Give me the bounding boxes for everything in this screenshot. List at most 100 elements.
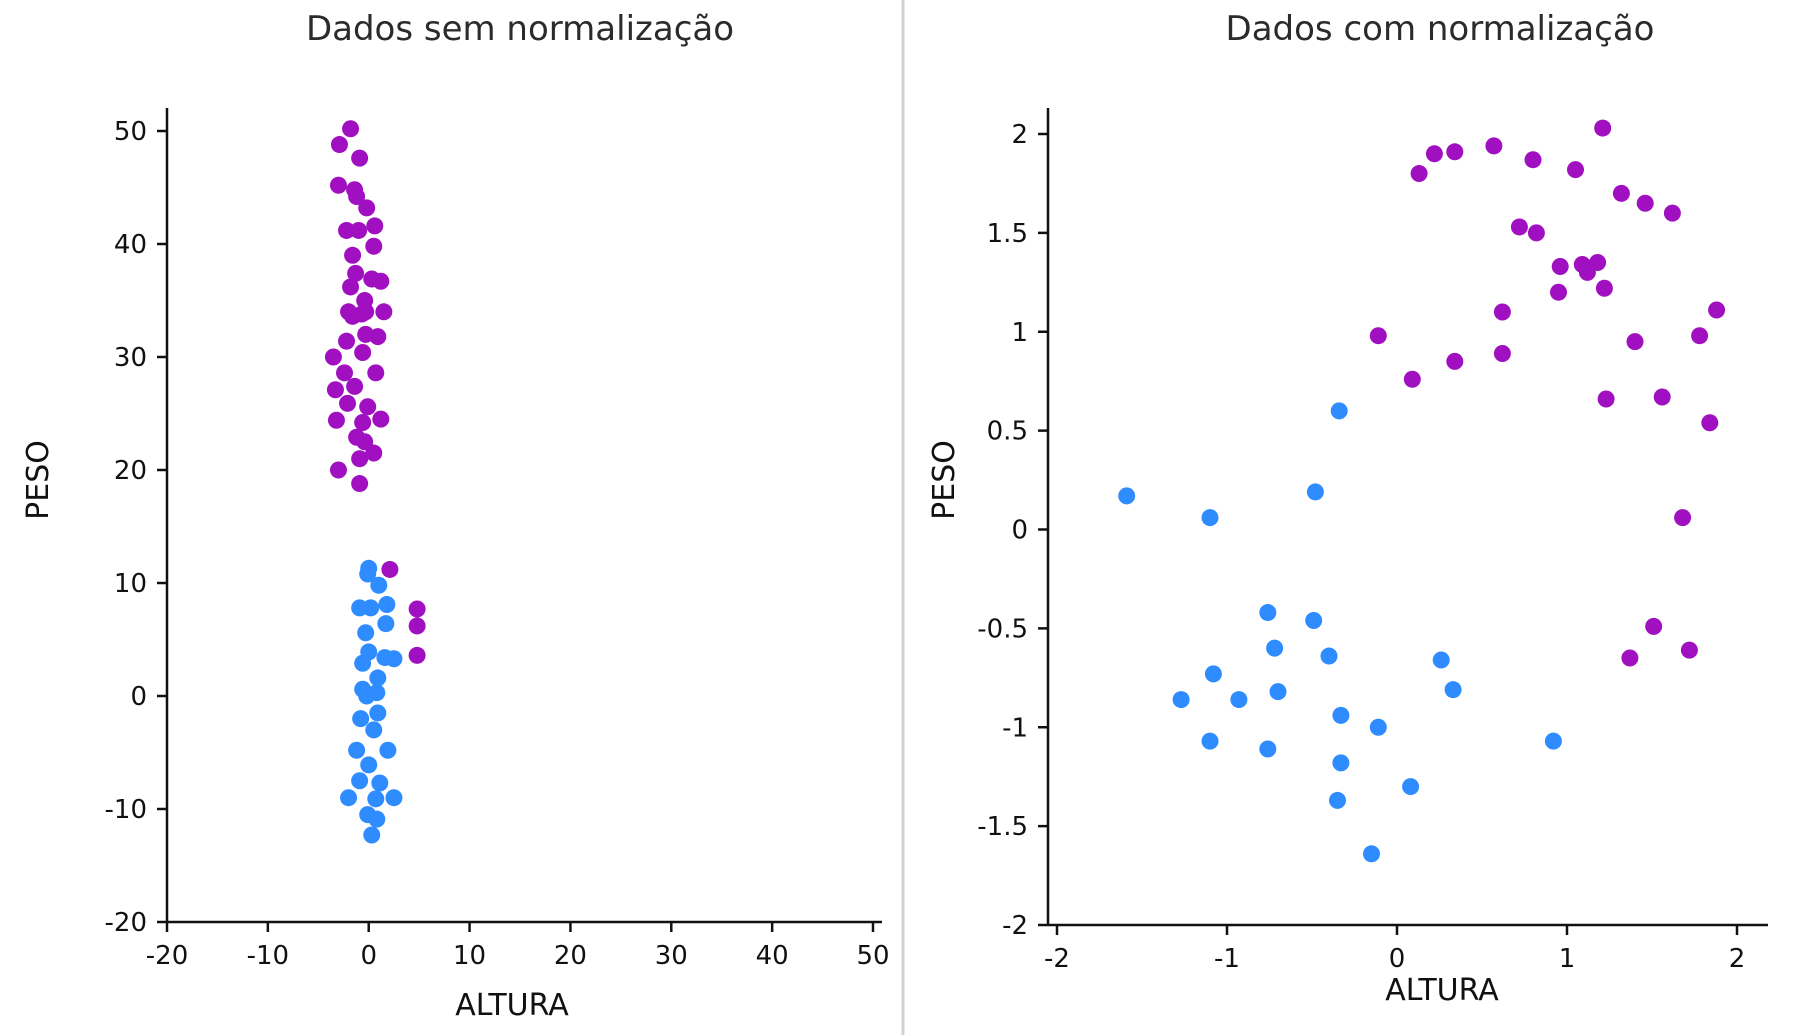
data-point [338, 221, 356, 239]
chart-title: Dados sem normalização [306, 9, 734, 49]
data-point [368, 684, 386, 702]
data-point [357, 624, 375, 642]
y-tick-label: -10 [105, 795, 147, 825]
data-point [385, 650, 403, 668]
data-point [1594, 119, 1612, 137]
data-point [1363, 845, 1380, 863]
data-point [1266, 639, 1284, 657]
data-point [1510, 218, 1528, 236]
x-tick-label: 0 [1389, 944, 1406, 974]
data-point [327, 411, 345, 429]
x-tick-label: -20 [146, 941, 188, 971]
data-point [1595, 279, 1613, 297]
y-axis-label: PESO [927, 440, 962, 520]
data-point [1621, 649, 1639, 667]
data-point [1446, 352, 1464, 370]
chart-title: Dados com normalização [1226, 9, 1655, 49]
data-point [370, 576, 388, 594]
data-point [329, 461, 347, 479]
y-tick-label: 10 [114, 569, 147, 599]
data-point [1306, 483, 1324, 501]
data-point [1578, 263, 1596, 281]
x-tick-label: 10 [453, 941, 486, 971]
y-tick-label: 20 [114, 456, 147, 486]
data-point [369, 328, 387, 346]
data-point [1485, 137, 1503, 155]
x-tick-label: 1 [1559, 944, 1576, 974]
data-point [351, 149, 369, 167]
x-tick-label: 0 [360, 941, 377, 971]
data-point [360, 756, 378, 774]
data-point [329, 176, 347, 194]
data-point [1425, 145, 1443, 163]
data-point [358, 199, 376, 217]
data-point [1259, 604, 1277, 622]
data-point [1493, 345, 1511, 363]
data-point [1432, 651, 1450, 669]
data-point [369, 669, 387, 687]
data-point [1446, 143, 1464, 161]
data-point [366, 217, 384, 235]
y-tick-label: -2 [1002, 911, 1028, 941]
data-point [354, 654, 372, 672]
data-point [1674, 509, 1692, 527]
x-tick-label: 20 [554, 941, 587, 971]
data-points [324, 120, 426, 844]
data-point [381, 560, 399, 578]
data-point [359, 398, 377, 416]
data-point [1612, 184, 1630, 202]
data-point [338, 332, 356, 350]
data-point [346, 377, 364, 395]
data-points [1118, 119, 1726, 863]
y-tick-label: 0.5 [987, 417, 1028, 447]
x-tick-label: 50 [856, 941, 889, 971]
data-point [372, 272, 390, 290]
data-point [1269, 683, 1287, 701]
data-point [367, 364, 385, 382]
data-point [1320, 647, 1338, 665]
data-point [1544, 732, 1562, 750]
data-point [344, 246, 362, 264]
data-point [1680, 641, 1698, 659]
data-point [408, 646, 426, 664]
y-tick-label: 30 [114, 343, 147, 373]
x-tick-label: -10 [247, 941, 289, 971]
x-tick-label: 40 [756, 941, 789, 971]
y-tick-label: -20 [105, 908, 147, 938]
chart-normalized: Dados com normalização ALTURA PESO -2 -1 0… [927, 9, 1768, 1008]
data-point [1653, 388, 1671, 406]
data-point [342, 278, 360, 296]
data-point [1524, 151, 1542, 169]
x-tick-label: -1 [1214, 944, 1240, 974]
y-tick-label: 1 [1011, 318, 1028, 348]
y-tick-label: 2 [1011, 120, 1028, 150]
data-point [385, 789, 403, 807]
data-point [378, 595, 396, 613]
data-point [1369, 718, 1387, 736]
data-point [367, 790, 385, 808]
x-axis-label: ALTURA [455, 988, 569, 1023]
data-point [357, 303, 375, 321]
data-point [326, 381, 344, 399]
data-point [348, 188, 366, 206]
data-point [1369, 327, 1387, 345]
x-tick-label: -2 [1044, 944, 1070, 974]
data-point [336, 364, 354, 382]
y-tick-label: 50 [114, 117, 147, 147]
data-point [375, 303, 393, 321]
data-point [342, 120, 360, 138]
data-point [351, 475, 369, 493]
y-tick-label: -1 [1002, 713, 1028, 743]
axis-ticks: -2 -1 0 1 2 -2 -1.5 -1 -0.5 0 0.5 1 1.5 2 [977, 120, 1745, 974]
data-point [1332, 706, 1350, 724]
data-point [1172, 691, 1190, 709]
data-point [340, 789, 358, 807]
data-point [1403, 370, 1421, 388]
data-point [1567, 161, 1584, 179]
data-point [1645, 617, 1663, 635]
data-point [359, 565, 377, 583]
data-point [1204, 665, 1222, 683]
data-point [324, 348, 342, 366]
data-point [372, 410, 390, 428]
